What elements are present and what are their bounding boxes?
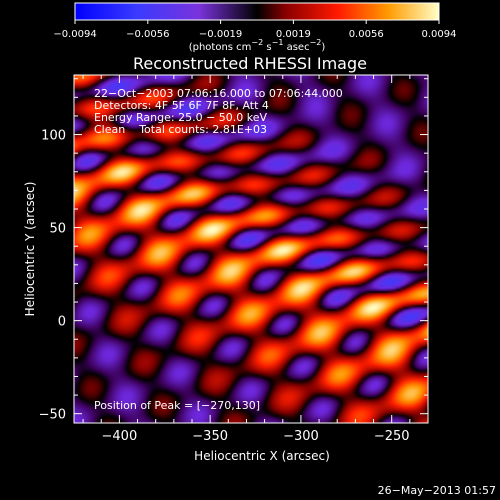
colorbar-tick-label: 0.0056 [349,29,384,40]
y-tick-labels: −50 0 50 100 [39,129,66,423]
x-tick-label: −400 [102,429,138,444]
y-tick-label: −50 [39,408,66,423]
plot-frame [73,74,429,424]
y-tick-label: 50 [49,222,66,237]
x-tick-label: −250 [374,429,410,444]
heatmap-raster [74,75,428,423]
chart-title: Reconstructed RHESSI Image [133,54,367,73]
colorbar-tick-label: 0.0094 [422,29,457,40]
colorbar-tick-label: −0.0094 [53,29,96,40]
x-tick-label: −300 [283,429,319,444]
colorbar-tick-label: −0.0019 [199,29,242,40]
colorbar-ticks [74,20,440,24]
colorbar-frame [74,2,440,21]
axis-ticks [74,75,429,423]
colorbar-tick-labels: −0.0094 −0.0056 −0.0019 0.0019 0.0056 0.0094 [53,29,456,40]
x-tick-labels: −400 −350 −300 −250 [102,429,410,444]
info-line-clean: Clean Total counts: 2.81E+03 [94,123,267,136]
heatmap-image [74,75,428,423]
info-line-time: 22−Oct−2003 07:06:16.000 to 07:06:44.000 [94,87,343,100]
y-tick-label: 0 [58,315,66,330]
colorbar-gradient [75,3,439,20]
colorbar-tick-label: 0.0019 [276,29,311,40]
y-tick-label: 100 [41,129,66,144]
footer-timestamp: 26−May−2013 01:57 [378,484,496,497]
peak-position-label: Position of Peak = [−270,130] [94,399,260,412]
info-line-energy: Energy Range: 25.0 − 50.0 keV [94,111,268,124]
x-axis-title: Heliocentric X (arcsec) [194,449,330,463]
colorbar: −0.0094 −0.0056 −0.0019 0.0019 0.0056 0.0094 … [53,2,457,53]
info-line-detectors: Detectors: 4F 5F 6F 7F 8F, Att 4 [94,99,269,112]
y-axis-title: Heliocentric Y (arcsec) [23,182,37,317]
x-tick-label: −350 [192,429,228,444]
colorbar-units: (photons cm−2 s−1 asec−2) [189,38,326,53]
colorbar-tick-label: −0.0056 [126,29,169,40]
